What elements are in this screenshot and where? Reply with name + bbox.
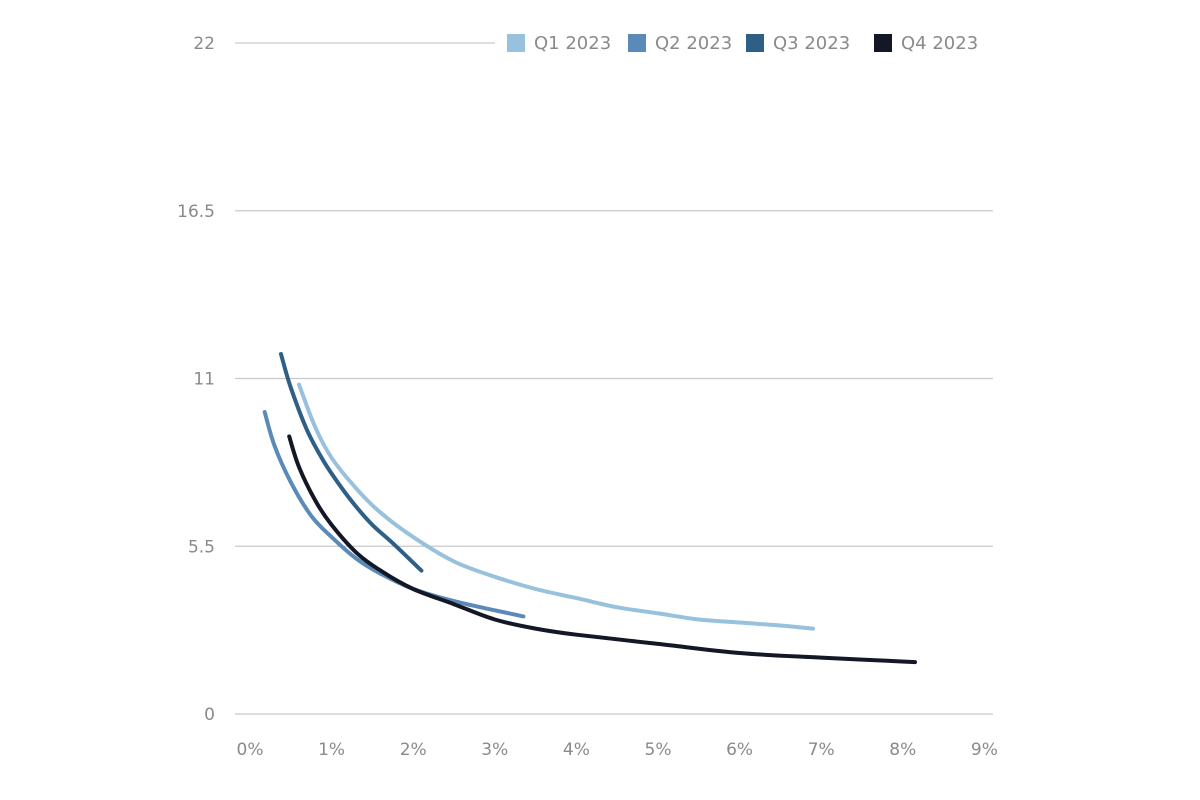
y-tick-label: 0 — [204, 705, 215, 725]
legend-swatch-q4-2023 — [874, 34, 892, 52]
series-line-q3-2023 — [279, 352, 424, 573]
legend-swatch-q1-2023 — [507, 34, 525, 52]
y-axis-tick-labels: 0 5.5 11 16.5 22 — [177, 34, 215, 725]
x-axis-tick-labels: 0% 1% 2% 3% 4% 5% 6% 7% 8% 9% — [237, 740, 998, 760]
x-tick-label: 9% — [971, 740, 998, 760]
legend-label-q4-2023: Q4 2023 — [901, 33, 978, 54]
x-tick-label: 7% — [808, 740, 835, 760]
legend-label-q2-2023: Q2 2023 — [655, 33, 732, 54]
legend-label-q1-2023: Q1 2023 — [534, 33, 611, 54]
x-tick-label: 2% — [400, 740, 427, 760]
y-tick-label: 22 — [193, 34, 215, 54]
x-tick-label: 5% — [645, 740, 672, 760]
series-line-q1-2023 — [297, 382, 815, 631]
series-line-q4-2023 — [287, 434, 917, 665]
y-tick-label: 11 — [193, 370, 215, 390]
legend-label-q3-2023: Q3 2023 — [773, 33, 850, 54]
y-tick-label: 5.5 — [188, 537, 215, 557]
series-lines — [262, 352, 917, 665]
y-tick-label: 16.5 — [177, 202, 215, 222]
x-tick-label: 4% — [563, 740, 590, 760]
legend-swatch-q2-2023 — [628, 34, 646, 52]
x-tick-label: 8% — [889, 740, 916, 760]
x-tick-label: 6% — [726, 740, 753, 760]
x-tick-label: 0% — [237, 740, 264, 760]
legend-swatch-q3-2023 — [746, 34, 764, 52]
legend: Q1 2023 Q2 2023 Q3 2023 Q4 2023 — [507, 33, 978, 54]
x-tick-label: 1% — [318, 740, 345, 760]
gridlines — [235, 42, 993, 715]
x-tick-label: 3% — [481, 740, 508, 760]
series-line-q2-2023 — [262, 410, 526, 619]
